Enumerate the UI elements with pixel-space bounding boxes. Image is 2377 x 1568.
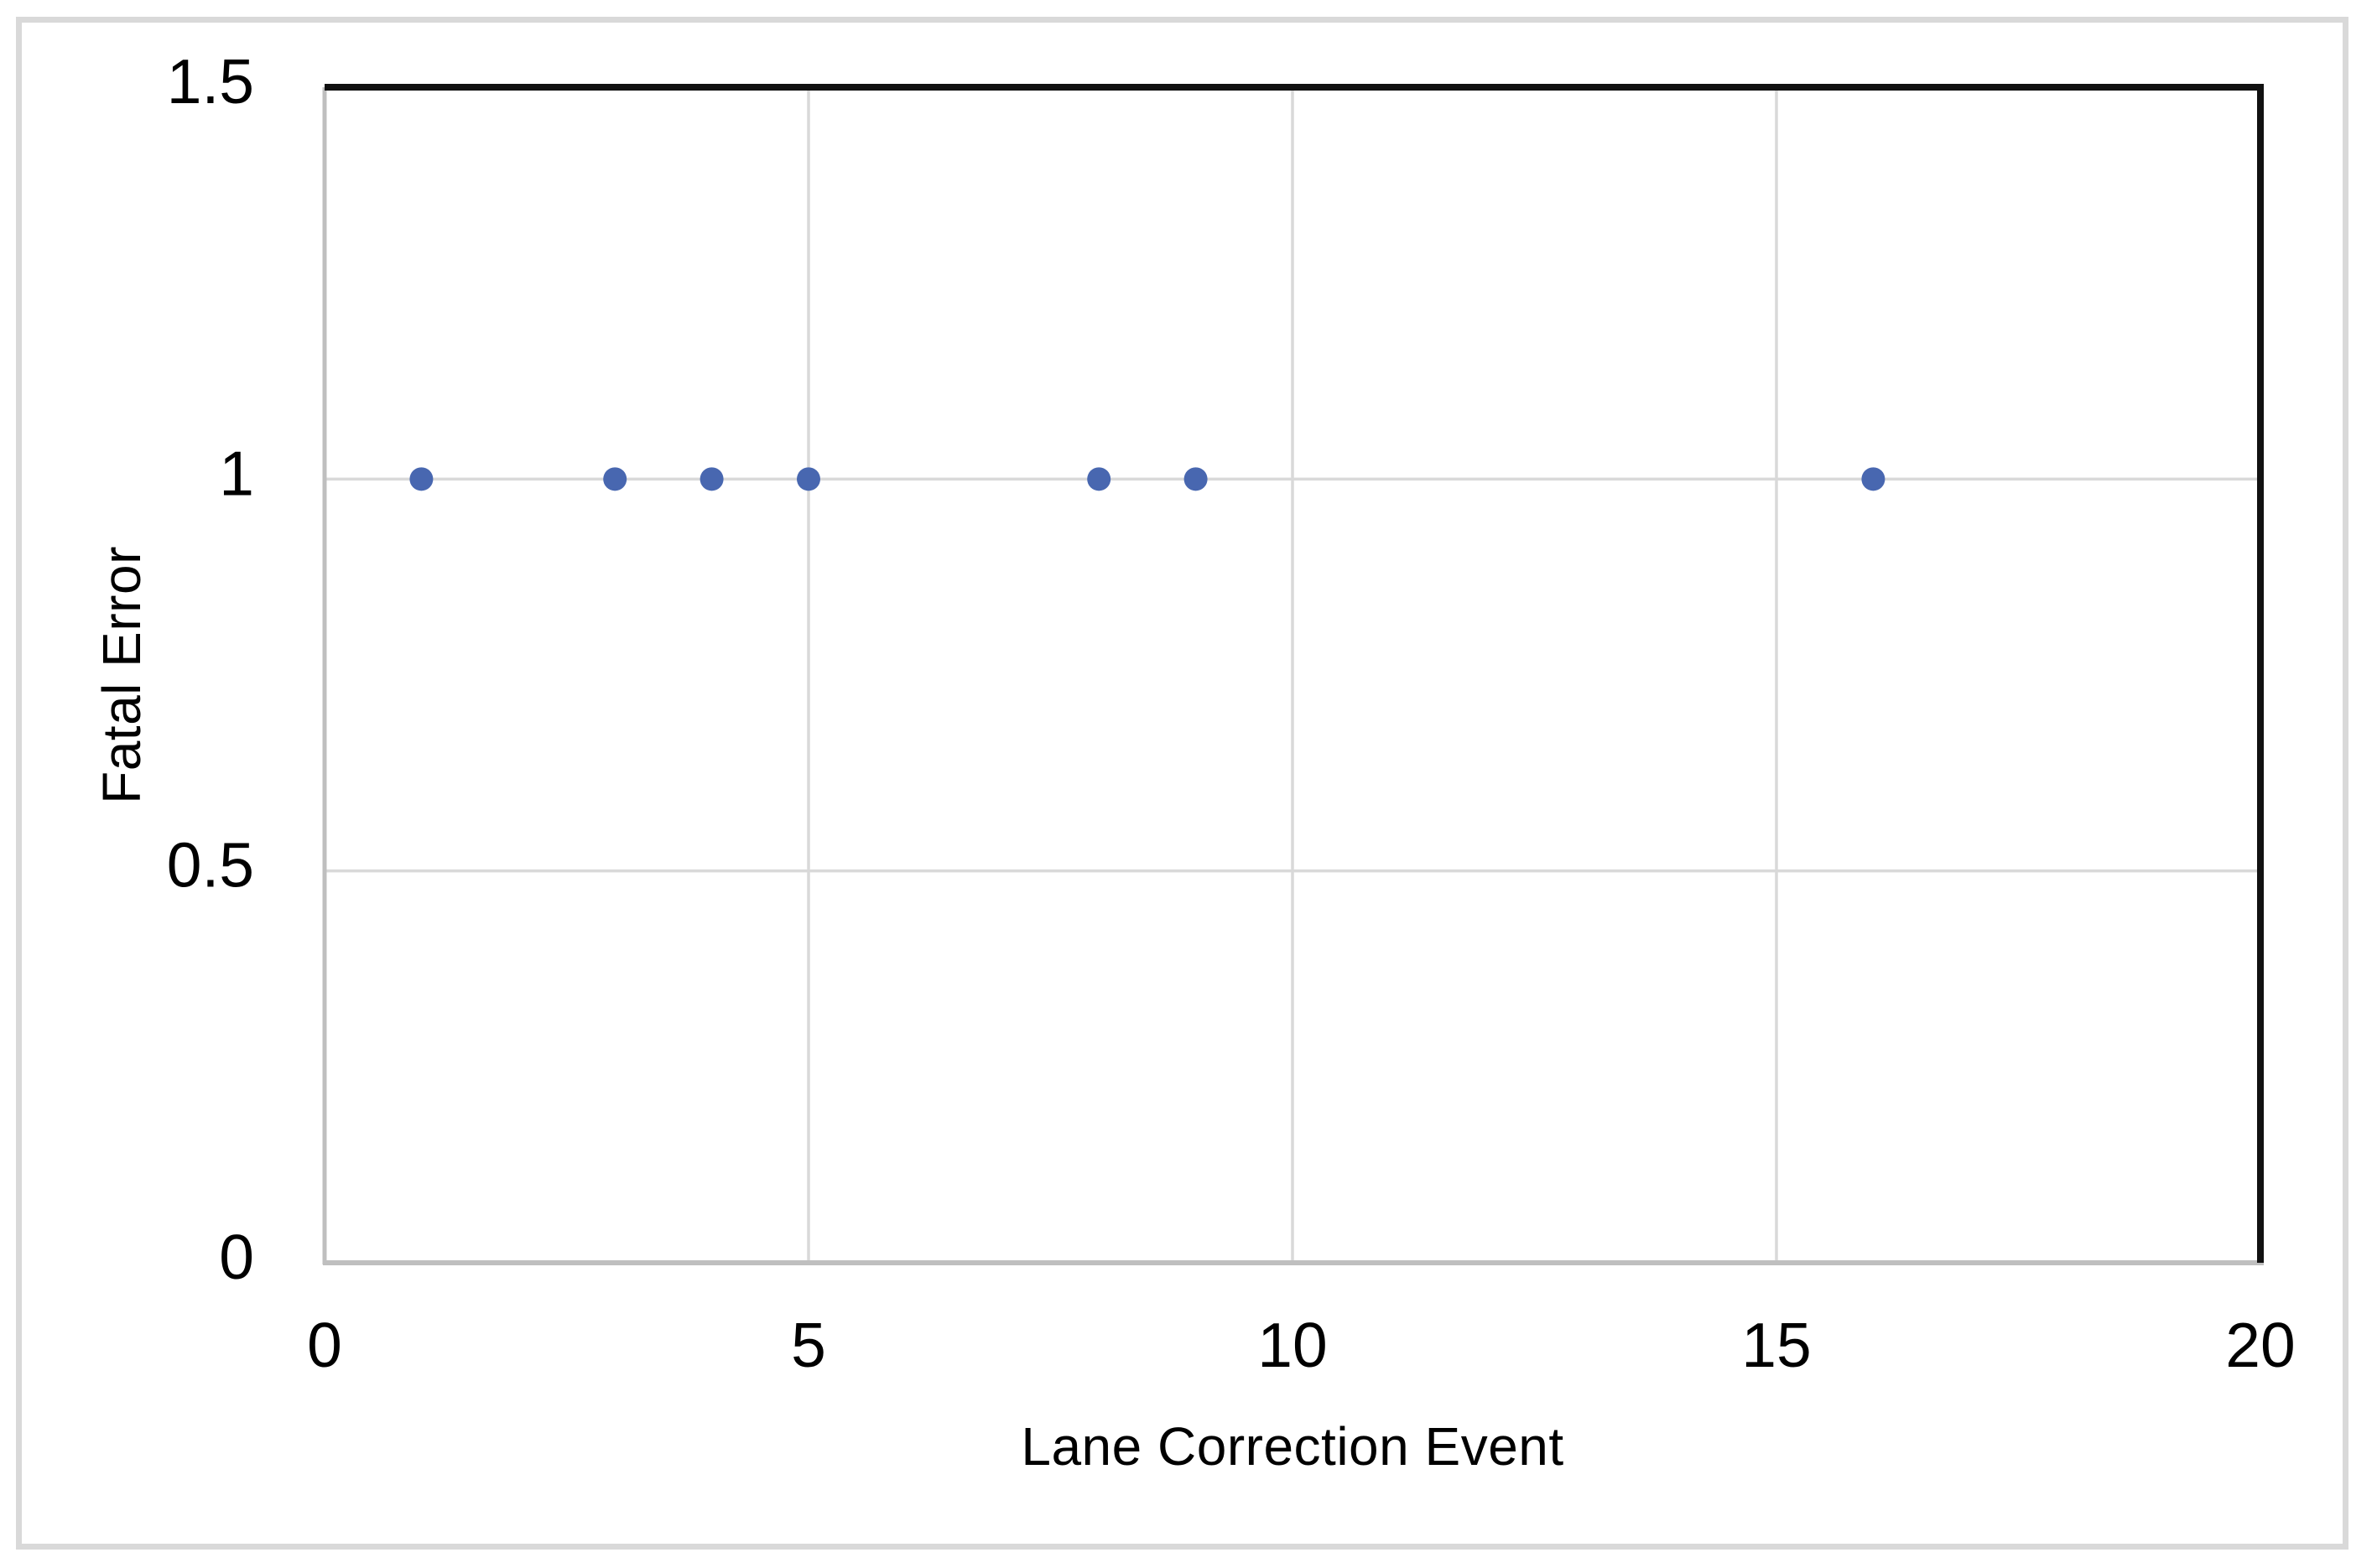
y-tick-label: 0.5 [167, 830, 254, 901]
data-point [1861, 467, 1885, 491]
x-axis-title: Lane Correction Event [1021, 1416, 1564, 1477]
data-point [1183, 467, 1208, 491]
x-tick-label: 10 [1257, 1310, 1327, 1380]
x-tick-label: 0 [307, 1310, 342, 1380]
data-point [797, 467, 820, 491]
y-tick-label: 1.5 [167, 46, 254, 117]
figure-border [16, 17, 2348, 1550]
data-point [1087, 467, 1111, 491]
y-tick-label: 0 [219, 1222, 254, 1292]
data-point [409, 467, 434, 491]
x-tick-label: 20 [2225, 1310, 2295, 1380]
data-point [700, 467, 724, 491]
data-point [603, 467, 627, 491]
y-tick-label: 1 [219, 438, 254, 508]
y-axis-title: Fatal Error [91, 546, 152, 804]
x-tick-label: 15 [1741, 1310, 1811, 1380]
x-tick-label: 5 [791, 1310, 826, 1380]
